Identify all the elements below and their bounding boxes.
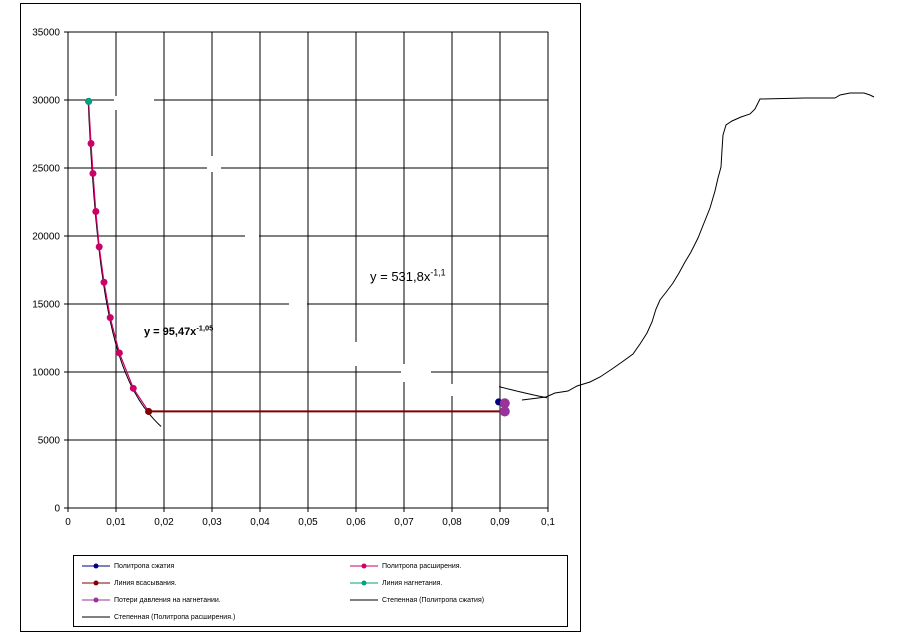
legend-item-discharge: Линия нагнетания.	[350, 574, 442, 592]
legend-swatch-power-compression	[350, 599, 378, 601]
x-tick-label: 0,05	[298, 517, 318, 528]
legend-label-power-expansion: Степенная (Политропа расширения.)	[114, 613, 236, 621]
trendline-equation-compression: y = 531,8x-1,1	[370, 267, 446, 284]
data-point-expansion	[89, 169, 97, 177]
x-tick-label: 0,09	[490, 517, 510, 528]
legend-label-suction: Линия всасывания.	[114, 579, 177, 587]
legend-item-suction: Линия всасывания.	[82, 574, 177, 592]
chart-area: 0 5000 10000 15000 20000 25000 30000 35000 0 0,01…	[20, 3, 581, 632]
grid-gap	[351, 342, 369, 366]
grid-gap	[401, 364, 431, 382]
y-tick-label: 25000	[32, 164, 60, 175]
grid-gap	[207, 156, 221, 172]
legend-item-power-expansion: Степенная (Политропа расширения.)	[82, 608, 235, 626]
x-tick-label: 0,01	[106, 517, 126, 528]
legend-label-expansion: Политропа расширения.	[382, 562, 462, 570]
trendline-equation-expansion-prefix: y = 95,47x	[144, 326, 197, 338]
legend-item-power-compression: Степенная (Политропа сжатия)	[350, 591, 484, 609]
data-point-pressure-loss	[499, 398, 510, 409]
grid-gap	[245, 234, 259, 266]
y-tick-label: 20000	[32, 232, 60, 243]
legend-swatch-expansion	[350, 563, 378, 569]
data-point-expansion	[106, 314, 114, 322]
x-tick-label: 0	[65, 517, 71, 528]
data-point-expansion	[129, 384, 137, 392]
data-point-suction	[145, 407, 153, 415]
legend-swatch-power-expansion	[82, 616, 110, 618]
x-tick-label: 0,03	[202, 517, 222, 528]
data-point-expansion	[87, 140, 95, 148]
x-tick-label: 0,04	[250, 517, 270, 528]
trendline-compression	[498, 386, 548, 399]
y-tick-label: 10000	[32, 368, 60, 379]
x-tick-label: 0,02	[154, 517, 174, 528]
legend-label-pressure-loss: Потери давления на нагнетании.	[114, 596, 221, 604]
data-point-expansion	[115, 349, 123, 357]
data-point-expansion	[92, 208, 100, 216]
legend-label-discharge: Линия нагнетания.	[382, 579, 443, 587]
x-tick-label: 0,06	[346, 517, 366, 528]
legend-swatch-suction	[82, 580, 110, 586]
legend-item-compression: Политропа сжатия	[82, 557, 174, 575]
grid-gap	[114, 96, 154, 110]
trendline-equation-expansion-exponent: -1,05	[196, 323, 214, 333]
y-tick-label: 30000	[32, 96, 60, 107]
x-tick-label: 0,07	[394, 517, 414, 528]
trendline-equation-expansion: y = 95,47x-1,05	[144, 323, 214, 338]
x-tick-label: 0,08	[442, 517, 462, 528]
y-tick-label: 35000	[32, 28, 60, 39]
x-tick-label: 0,1	[541, 517, 555, 528]
legend-swatch-discharge	[350, 580, 378, 586]
legend-swatch-compression	[82, 563, 110, 569]
grid-gap	[451, 384, 461, 396]
y-tick-label: 15000	[32, 300, 60, 311]
chart-legend: Политропа сжатия Политропа расширения. Л…	[73, 555, 568, 627]
chart-plot: 0 5000 10000 15000 20000 25000 30000 35000 0 0,01…	[32, 28, 555, 529]
y-tick-label: 0	[54, 504, 60, 515]
data-point-expansion	[95, 243, 103, 251]
legend-label-power-compression: Степенная (Политропа сжатия)	[382, 596, 485, 604]
trendline-equation-compression-exponent: -1,1	[430, 267, 446, 278]
legend-item-pressure-loss: Потери давления на нагнетании.	[82, 591, 221, 609]
trendline-equation-compression-prefix: y = 531,8x	[370, 269, 431, 284]
legend-swatch-pressure-loss	[82, 597, 110, 603]
data-point-discharge	[85, 97, 93, 105]
grid-gap	[289, 296, 307, 320]
legend-item-expansion: Политропа расширения.	[350, 557, 462, 575]
series-line-expansion	[88, 101, 150, 412]
y-tick-label: 5000	[38, 436, 61, 447]
legend-label-compression: Политропа сжатия	[114, 562, 175, 570]
data-point-expansion	[100, 278, 108, 286]
